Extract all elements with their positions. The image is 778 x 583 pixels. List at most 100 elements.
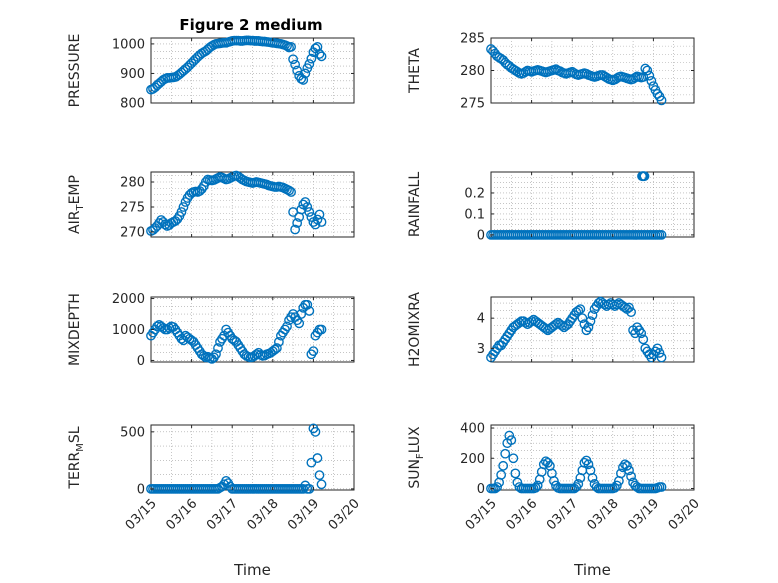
data-point [652,343,663,354]
x-tick-label: 03/19 [625,496,662,533]
data-point [273,336,284,347]
y-axis-label: THETA [407,48,423,94]
data-point [626,307,636,318]
x-tick-label: 03/16 [163,496,200,533]
data-point [310,219,321,230]
data-point [616,468,626,479]
data-point [642,65,653,76]
data-point [583,322,594,333]
y-tick-label: 280 [120,176,145,191]
data-point [646,76,657,86]
x-tick-label: 03/20 [326,496,363,533]
subplot-7: 03/15 03/16 03/17 03/18 03/19 03/20 0 500 TERRMS… [67,423,363,579]
data-point [304,306,315,316]
data-point [316,217,327,227]
data-point [314,49,325,59]
data-point [312,453,323,463]
data-point [213,343,223,353]
data-point [498,460,509,471]
data-point [593,298,604,308]
data-point [316,479,327,490]
subplot-2: 275 280 285 THETA [407,32,695,112]
y-tick-label: 0.2 [464,186,485,201]
data-point [288,54,298,65]
figure-title: Figure 2 medium [179,16,322,34]
data-point [269,344,280,355]
data-point [656,482,667,492]
data-point [290,224,301,235]
y-axis-label: MIXDEPTH [67,293,83,366]
data-point [164,323,175,333]
data-point [656,230,667,240]
x-axis-label: Time [573,561,611,579]
y-tick-label: 2000 [112,292,145,307]
data-point [306,457,317,468]
subplot-4: 0 0.1 0.2 RAINFALL [407,171,695,243]
data-point [508,453,519,464]
subplot-3: 270 275 280 AIRTEMP [67,170,355,241]
data-point [583,459,594,470]
data-point [573,479,584,489]
data-point [624,465,634,476]
y-tick-label: 0.1 [464,207,485,222]
data-point [304,59,315,69]
x-tick-label: 03/16 [503,496,540,533]
y-tick-label: 275 [460,97,485,112]
data-point [300,197,311,207]
y-axis-label: H2OMIXRA [407,292,423,367]
data-point [310,426,321,437]
y-tick-label: 1000 [112,37,145,52]
data-point [292,218,303,228]
y-tick-label: 270 [120,226,145,241]
data-point [312,41,323,52]
x-tick-label: 03/15 [123,496,160,533]
data-point [622,460,632,471]
data-point [506,435,517,446]
data-point [611,299,622,310]
y-tick-label: 4 [477,312,485,327]
x-tick-label: 03/17 [204,496,241,533]
x-tick-label: 03/18 [245,496,282,533]
y-tick-label: 275 [120,201,145,216]
data-point [298,75,309,85]
data-point [656,352,667,363]
data-point [302,299,313,310]
y-tick-label: 200 [460,452,485,467]
y-tick-label: 0 [137,482,145,497]
data-point [540,323,551,334]
x-tick-label: 03/19 [285,496,322,533]
y-axis-label: AIRTEMP [67,175,86,234]
data-point [316,51,327,62]
x-axis-label: Time [233,561,271,579]
data-point [551,319,561,330]
data-point [492,482,502,492]
data-point [292,65,303,76]
data-point [211,349,221,360]
data-point [510,468,521,479]
data-point [526,316,537,327]
x-tick-label: 03/15 [463,496,500,533]
data-point [198,350,209,361]
y-tick-label: 285 [460,32,485,47]
x-tick-label: 03/20 [666,496,703,533]
y-tick-label: 280 [460,64,485,79]
subplot-6: 3 4 H2OMIXRA [407,292,695,367]
data-point [557,320,567,331]
data-point [504,430,515,441]
data-point [520,317,531,328]
y-tick-label: 0 [477,228,485,243]
data-point [656,95,667,106]
data-point [294,318,305,329]
data-point [573,305,584,316]
y-tick-label: 500 [120,425,145,440]
y-tick-label: 3 [477,342,485,357]
data-point [654,348,665,358]
data-point [587,310,598,321]
data-point [587,473,598,483]
data-point [575,304,586,314]
y-axis-label: SUNFLUX [407,426,426,489]
data-point [577,313,588,324]
data-point [271,343,282,353]
y-axis-label: PRESSURE [67,34,83,108]
